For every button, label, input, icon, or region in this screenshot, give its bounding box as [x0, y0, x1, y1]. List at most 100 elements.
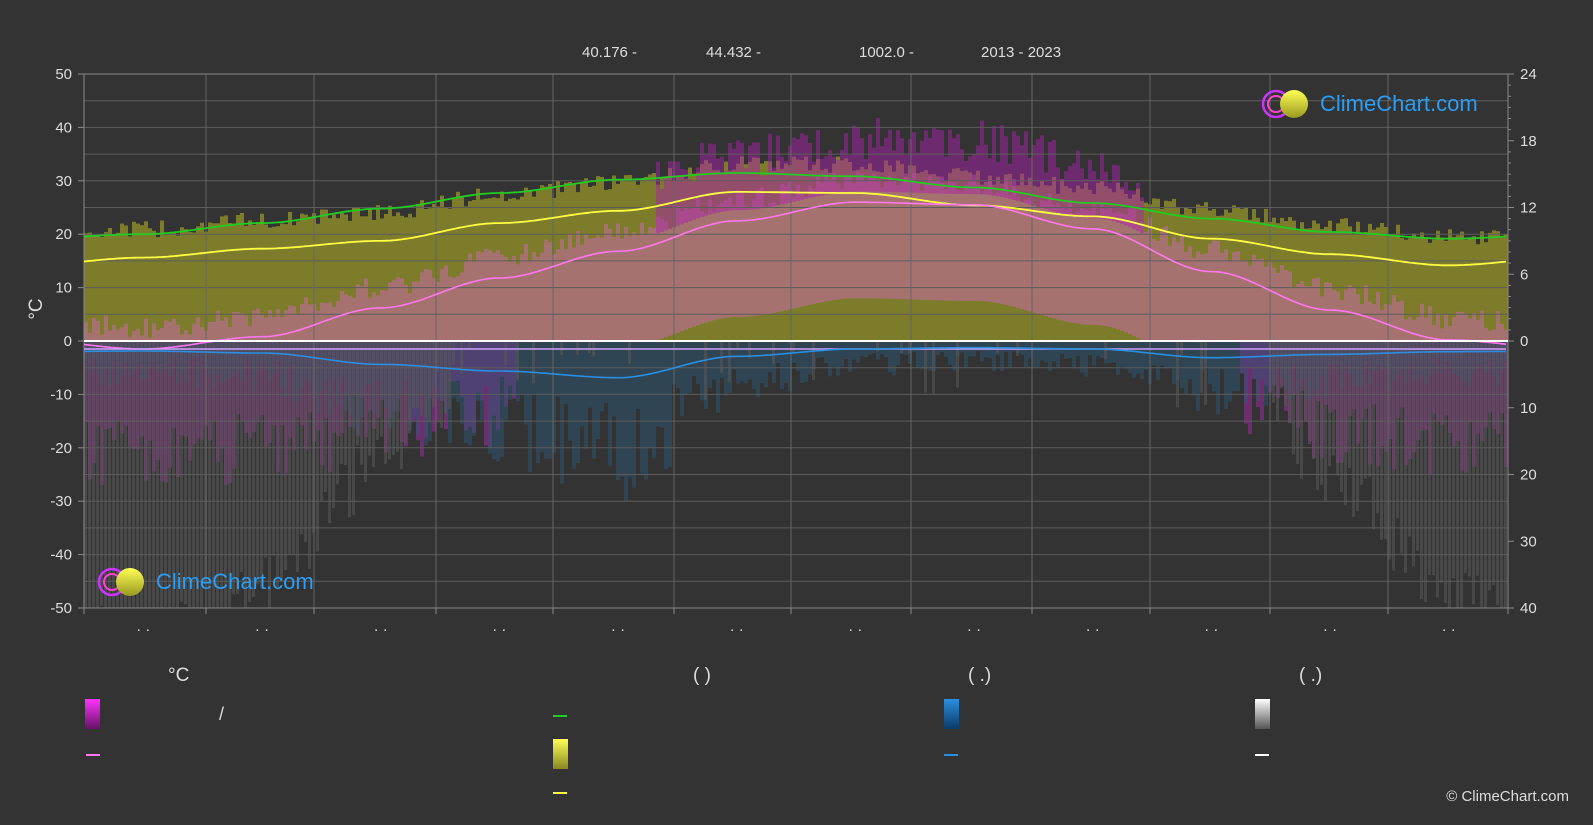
- temp-band: [124, 323, 128, 341]
- temp-extreme-band: [892, 150, 896, 193]
- temp-band: [504, 257, 508, 341]
- sunshine-band: [272, 226, 276, 341]
- temp-band: [1220, 252, 1224, 341]
- temp-band: [1208, 243, 1212, 341]
- temp-extreme-band: [972, 153, 976, 195]
- temp-band: [176, 324, 180, 341]
- sunshine-band: [172, 232, 176, 341]
- legend-snow-swatch: [1255, 754, 1269, 756]
- snow-band: [1424, 341, 1427, 602]
- temp-extreme-band: [656, 161, 660, 234]
- temp-extreme-band: [932, 128, 936, 194]
- temp-extreme-band: [984, 144, 988, 195]
- y-tick-label: -20: [50, 440, 72, 457]
- rain-band: [1036, 341, 1040, 368]
- temp-band: [1032, 204, 1036, 313]
- temp-extreme-band: [968, 156, 972, 195]
- logo-bottom-left[interactable]: ClimeChart.com: [96, 566, 314, 598]
- sunshine-band: [328, 218, 332, 341]
- temp-band: [988, 180, 992, 302]
- snow-band: [372, 341, 375, 467]
- temp-extreme-band: [944, 156, 948, 194]
- temp-extreme-band: [1140, 197, 1144, 234]
- rain-band: [780, 341, 784, 390]
- rain-band: [1156, 341, 1160, 381]
- temp-extreme-band: [768, 133, 772, 207]
- sunshine-band: [188, 231, 192, 341]
- temp-band: [288, 305, 292, 341]
- temp-band: [852, 183, 856, 299]
- chart-series: [84, 172, 1508, 379]
- snow-band: [256, 341, 259, 585]
- logo-top-right[interactable]: ClimeChart.com: [1260, 88, 1478, 120]
- sunshine-band: [1336, 223, 1340, 341]
- temp-band: [376, 295, 380, 341]
- sunshine-band: [400, 215, 404, 341]
- sunshine-band: [1440, 237, 1444, 341]
- temp-extreme-band: [876, 118, 880, 192]
- temp-band: [1300, 281, 1304, 341]
- snow-band: [1272, 341, 1275, 403]
- sunshine-band: [372, 220, 376, 341]
- snow-band: [280, 341, 283, 581]
- sunshine-band: [1488, 232, 1492, 341]
- temp-band: [336, 301, 340, 341]
- temp-extreme-band: [660, 188, 664, 232]
- temp-band: [716, 205, 720, 320]
- rain-band: [620, 341, 624, 477]
- snow-band: [1380, 341, 1383, 540]
- temp-band: [1028, 197, 1032, 312]
- snow-band: [388, 341, 391, 460]
- snow-band: [1488, 341, 1491, 591]
- snow-band: [1284, 341, 1287, 407]
- snow-band: [260, 341, 263, 589]
- sunshine-band: [240, 212, 244, 341]
- snow-band: [628, 341, 631, 364]
- rain-band: [1192, 341, 1196, 396]
- rain-band: [564, 341, 568, 404]
- snow-band: [308, 341, 311, 569]
- y-tick-label: -40: [50, 547, 72, 564]
- rain-band: [736, 341, 740, 384]
- temp-band: [272, 316, 276, 341]
- temp-extreme-band: [1032, 145, 1036, 206]
- sunshine-band: [420, 200, 424, 341]
- temp-extreme-band: [1112, 164, 1116, 222]
- temp-band: [692, 206, 696, 327]
- rain-band: [788, 341, 792, 392]
- cold-band: [1248, 341, 1252, 434]
- temp-band: [1048, 193, 1052, 318]
- temp-band: [440, 268, 444, 341]
- snow-band: [420, 341, 423, 417]
- temp-band: [792, 196, 796, 309]
- temp-extreme-band: [1096, 179, 1100, 219]
- snow-band: [1312, 341, 1315, 460]
- temp-extreme-band: [812, 161, 816, 198]
- temp-band: [92, 318, 96, 341]
- temp-band: [368, 297, 372, 341]
- rain-band: [576, 341, 580, 464]
- snow-band: [1468, 341, 1471, 577]
- temp-band: [84, 321, 88, 341]
- snow-band: [1304, 341, 1307, 421]
- temp-band: [1020, 202, 1024, 309]
- snow-band: [236, 341, 239, 594]
- temp-band: [1196, 251, 1200, 341]
- rain-band: [732, 341, 736, 370]
- temp-band: [520, 254, 524, 341]
- y-tick-label: 30: [55, 173, 72, 190]
- years-text: 2013 - 2023: [981, 44, 1062, 61]
- snow-band: [576, 341, 579, 355]
- month-label: · ·: [1086, 621, 1100, 638]
- temp-extreme-band: [900, 138, 904, 193]
- rain-band: [756, 341, 760, 398]
- temp-band: [452, 277, 456, 341]
- cold-band: [472, 341, 476, 433]
- y-tick-label: -30: [50, 493, 72, 510]
- temp-extreme-band: [668, 161, 672, 229]
- temp-band: [868, 176, 872, 299]
- temp-band: [596, 235, 600, 341]
- rain-band: [740, 341, 744, 382]
- temp-band: [872, 173, 876, 299]
- temp-band: [464, 261, 468, 341]
